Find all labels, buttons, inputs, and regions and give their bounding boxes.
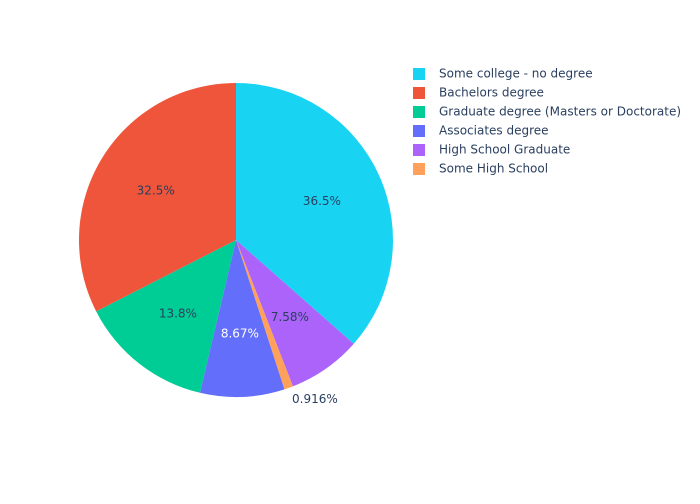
pie-slice-some-college-no-degree[interactable]	[236, 82, 394, 344]
legend-item-some-college-no-degree[interactable]: Some college - no degree	[413, 67, 593, 81]
legend-label: High School Graduate	[439, 143, 570, 157]
legend-swatch	[413, 68, 425, 80]
pie-slice-some-high-school[interactable]	[236, 240, 293, 390]
legend-label: Some college - no degree	[439, 67, 593, 81]
legend-label: Some High School	[439, 162, 548, 176]
pie-label-high-school-graduate: 7.58%	[271, 310, 309, 324]
pie-labels: 36.5% 7.58% 0.916% 8.67% 13.8% 32.5%	[137, 183, 341, 406]
pie-label-bachelors-degree: 32.5%	[137, 183, 175, 197]
legend-label: Graduate degree (Masters or Doctorate)	[439, 105, 681, 119]
pie-label-graduate-degree-masters-or-doctorate: 13.8%	[159, 307, 197, 321]
legend-label: Bachelors degree	[439, 86, 544, 100]
legend[interactable]: Some college - no degree Bachelors degree…	[413, 67, 681, 176]
legend-item-some-high-school[interactable]: Some High School	[413, 162, 548, 176]
legend-item-graduate-degree-masters-or-doctorate[interactable]: Graduate degree (Masters or Doctorate)	[413, 105, 681, 119]
pie-label-some-college-no-degree: 36.5%	[303, 194, 341, 208]
legend-swatch	[413, 163, 425, 175]
legend-item-associates-degree[interactable]: Associates degree	[413, 124, 549, 138]
legend-swatch	[413, 144, 425, 156]
legend-swatch	[413, 106, 425, 118]
pie-slice-bachelors-degree[interactable]	[79, 83, 236, 312]
pie-label-some-high-school: 0.916%	[292, 392, 338, 406]
legend-item-bachelors-degree[interactable]: Bachelors degree	[413, 86, 544, 100]
pie-slice-associates-degree[interactable]	[199, 240, 285, 397]
legend-swatch	[413, 87, 425, 99]
pie-slice-graduate-degree-masters-or-doctorate[interactable]	[96, 240, 236, 393]
pie-slices	[79, 82, 394, 397]
legend-label: Associates degree	[439, 124, 549, 138]
legend-item-high-school-graduate[interactable]: High School Graduate	[413, 143, 570, 157]
legend-swatch	[413, 125, 425, 137]
pie-slice-high-school-graduate[interactable]	[236, 240, 354, 387]
pie-label-associates-degree: 8.67%	[221, 327, 259, 341]
